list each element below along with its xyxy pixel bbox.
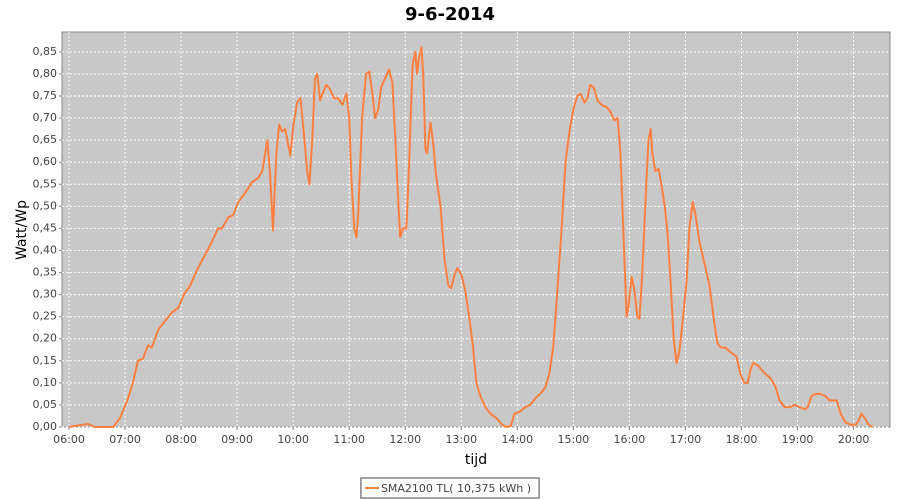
x-tick-label: 08:00 bbox=[165, 433, 197, 446]
y-tick-label: 0,60 bbox=[33, 155, 58, 168]
y-tick-label: 0,30 bbox=[33, 288, 58, 301]
y-tick-label: 0,85 bbox=[33, 45, 58, 58]
x-tick-label: 07:00 bbox=[109, 433, 141, 446]
y-tick-label: 0,65 bbox=[33, 133, 58, 146]
y-tick-label: 0,35 bbox=[33, 266, 58, 279]
y-tick-label: 0,10 bbox=[33, 376, 58, 389]
y-tick-label: 0,75 bbox=[33, 89, 58, 102]
y-tick-label: 0,25 bbox=[33, 310, 58, 323]
legend-label: SMA2100 TL( 10,375 kWh ) bbox=[381, 482, 531, 495]
plot-area bbox=[61, 31, 891, 428]
line-series bbox=[68, 46, 874, 428]
x-tick-label: 12:00 bbox=[389, 433, 421, 446]
x-tick-label: 16:00 bbox=[614, 433, 646, 446]
legend-box bbox=[360, 477, 540, 499]
y-axis-label: Watt/Wp bbox=[14, 200, 30, 260]
x-axis-label: tijd bbox=[465, 452, 487, 468]
legend: SMA2100 TL( 10,375 kWh ) bbox=[360, 477, 540, 499]
x-tick-label: 09:00 bbox=[221, 433, 253, 446]
x-tick-label: 14:00 bbox=[501, 433, 533, 446]
x-tick-label: 19:00 bbox=[782, 433, 814, 446]
x-tick-label: 10:00 bbox=[277, 433, 309, 446]
y-tick-label: 0,50 bbox=[33, 199, 58, 212]
y-tick-label: 0,70 bbox=[33, 111, 58, 124]
x-tick-label: 06:00 bbox=[53, 433, 85, 446]
y-tick-label: 0,40 bbox=[33, 243, 58, 256]
y-tick-label: 0,05 bbox=[33, 398, 58, 411]
y-tick-label: 0,15 bbox=[33, 354, 58, 367]
y-tick-label: 0,80 bbox=[33, 67, 58, 80]
y-tick-label: 0,45 bbox=[33, 221, 58, 234]
chart-title: 9-6-2014 bbox=[405, 4, 495, 25]
x-tick-label: 15:00 bbox=[558, 433, 590, 446]
y-tick-label: 0,20 bbox=[33, 332, 58, 345]
x-tick-label: 13:00 bbox=[445, 433, 477, 446]
y-tick-label: 0,55 bbox=[33, 177, 58, 190]
x-tick-label: 11:00 bbox=[333, 433, 365, 446]
x-tick-label: 17:00 bbox=[670, 433, 702, 446]
x-tick-label: 18:00 bbox=[726, 433, 758, 446]
y-tick-label: 0,00 bbox=[33, 420, 58, 433]
x-tick-label: 20:00 bbox=[838, 433, 870, 446]
